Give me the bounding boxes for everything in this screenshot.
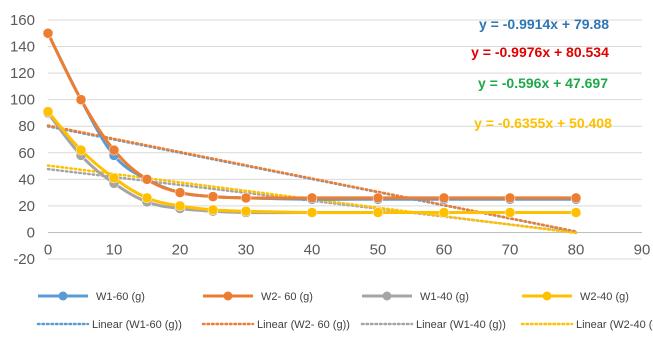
data-point [141, 174, 153, 185]
tick-labels: -20 0 20 40 60 80 100 120 140 160 0 10 20 30 40 50 60 70 8… [10, 12, 650, 268]
x-tick-label: 30 [238, 241, 255, 258]
x-tick-label: 60 [436, 241, 453, 258]
y-tick-label: 60 [18, 145, 35, 162]
x-tick-label: 0 [44, 241, 52, 258]
data-point [438, 207, 450, 218]
legend-trend-label: Linear (W1-60 (g)) [92, 319, 182, 331]
data-point [438, 192, 450, 204]
data-point [306, 207, 318, 218]
data-point [174, 187, 186, 198]
x-tick-label: 90 [634, 241, 651, 258]
data-point [75, 144, 87, 156]
data-point [570, 207, 582, 218]
legend-label: W2-40 (g) [580, 291, 629, 303]
trendline-equation: y = -0.9914x + 79.88 [479, 16, 609, 32]
data-point [42, 106, 54, 117]
trendline-equation: y = -0.596x + 47.697 [478, 75, 608, 91]
data-point [42, 28, 54, 39]
data-point [372, 192, 384, 204]
y-tick-label: 0 [27, 224, 35, 241]
legend-marker [382, 291, 392, 301]
data-point [108, 144, 120, 156]
legend: W1-60 (g) W2- 60 (g) W1-40 (g) W2-40 (g) Lin… [36, 291, 653, 331]
legend-label: W2- 60 (g) [261, 291, 313, 303]
data-point [306, 192, 318, 204]
x-tick-label: 80 [568, 241, 585, 258]
legend-label: W1-40 (g) [420, 291, 469, 303]
data-point [207, 204, 219, 216]
data-point [372, 207, 384, 218]
y-tick-label: 100 [10, 92, 35, 109]
data-point [174, 200, 186, 212]
y-tick-label: 120 [10, 65, 35, 82]
trendline-equation: y = -0.9976x + 80.534 [471, 44, 609, 60]
legend-marker [58, 291, 68, 301]
trendline-equation: y = -0.6355x + 50.408 [474, 115, 612, 131]
x-tick-label: 10 [106, 241, 123, 258]
data-point [240, 192, 252, 204]
trendline-equations: y = -0.9914x + 79.88 y = -0.9976x + 80.53… [471, 16, 612, 131]
data-point [141, 192, 153, 204]
y-tick-label: -20 [13, 251, 35, 268]
x-tick-label: 70 [502, 241, 519, 258]
legend-marker [223, 291, 233, 301]
data-point [240, 205, 252, 217]
x-tick-label: 50 [370, 241, 387, 258]
y-tick-label: 40 [18, 171, 35, 188]
data-point [207, 191, 219, 202]
series-lines [42, 28, 582, 218]
legend-trend-label: Linear (W2- 60 (g)) [257, 319, 350, 331]
y-tick-label: 20 [18, 198, 35, 215]
legend-label: W1-60 (g) [96, 291, 145, 303]
y-tick-label: 160 [10, 12, 35, 29]
y-tick-label: 140 [10, 39, 35, 56]
x-tick-label: 40 [304, 241, 321, 258]
data-point [75, 94, 87, 105]
data-point [570, 192, 582, 204]
data-point [504, 207, 516, 218]
legend-trend-label: Linear (W1-40 (g)) [416, 319, 506, 331]
legend-trend-label: Linear (W2-40 (g)) [576, 319, 653, 331]
y-tick-label: 80 [18, 118, 35, 135]
legend-marker [542, 291, 552, 301]
data-point [504, 192, 516, 204]
x-tick-label: 20 [172, 241, 189, 258]
data-point [108, 172, 120, 184]
